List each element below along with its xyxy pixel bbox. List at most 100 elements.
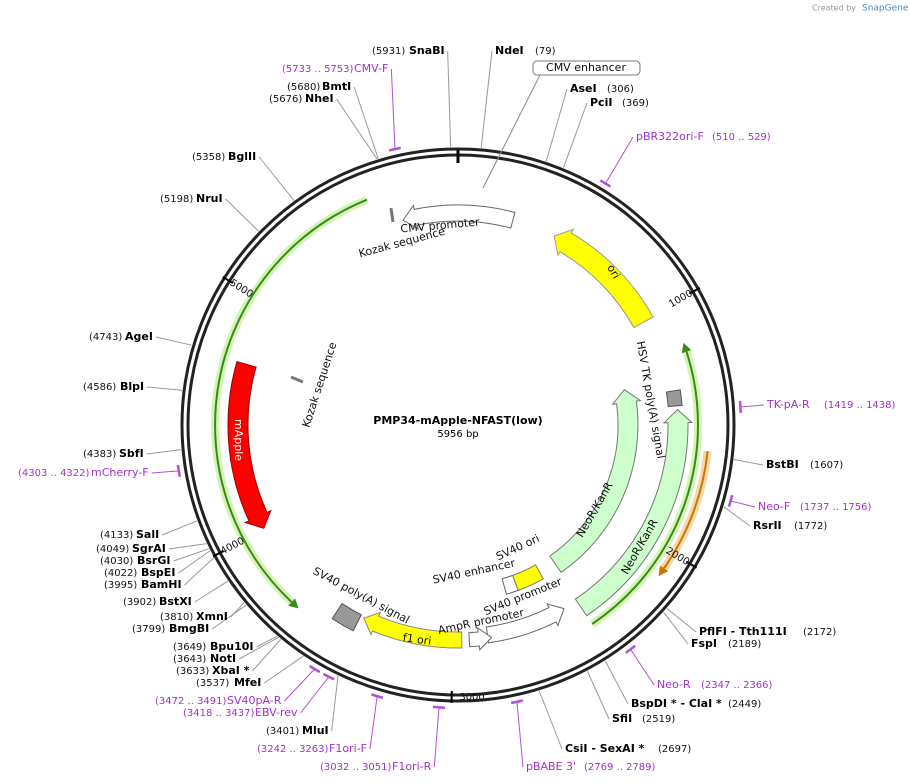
leader	[666, 608, 697, 633]
primer-mark	[599, 179, 612, 188]
tick-label: 5000	[227, 278, 254, 301]
feature-label: mApple	[232, 419, 245, 461]
primer-mark	[510, 699, 524, 705]
leader	[605, 136, 634, 184]
enzyme-name: BamHI	[141, 578, 182, 591]
primer-mark	[371, 693, 384, 700]
sv40-promoter	[485, 603, 565, 644]
enzyme-name: MfeI	[234, 676, 261, 689]
sv40-ori	[512, 564, 544, 592]
enzyme-name: MluI	[302, 724, 329, 737]
tick-label: 1000	[667, 288, 695, 310]
leader	[151, 470, 179, 474]
leader	[194, 580, 229, 603]
tick-mark	[212, 549, 225, 558]
enzyme-name: CsiI - SexAI *	[565, 742, 645, 755]
leader	[258, 156, 295, 201]
enzyme-name: NdeI	[495, 44, 524, 57]
leader	[331, 675, 339, 732]
leader	[300, 676, 330, 714]
site-position: (3401)	[266, 726, 299, 737]
leader	[563, 102, 588, 168]
site-position: (4586)	[83, 382, 116, 393]
backbone-outer	[180, 147, 736, 703]
enzyme-name: Bpu10I	[210, 640, 254, 653]
enzyme-name: FspI	[691, 637, 717, 650]
primer-position: (1419 .. 1438)	[824, 400, 896, 411]
enzyme-name: SgrAI	[132, 542, 166, 555]
primer-name: SV40pA-R	[227, 694, 282, 707]
primer-position: (2347 .. 2366)	[701, 680, 773, 691]
leader	[740, 404, 765, 408]
leader	[353, 86, 379, 159]
site-position: (3649)	[173, 642, 206, 653]
credit: Created by	[812, 4, 856, 13]
leader	[225, 198, 259, 232]
site-position: (4049)	[96, 544, 129, 555]
enzyme-name: BglII	[228, 150, 256, 163]
feature-arc-head	[681, 342, 692, 354]
f1-ori	[363, 611, 463, 649]
neo-kan	[574, 409, 694, 617]
primer-position: (5733 .. 5753)	[282, 64, 354, 75]
enzyme-name: SbfI	[119, 447, 144, 460]
site-position: (4030)	[100, 556, 133, 567]
leader	[336, 98, 378, 160]
leader	[516, 701, 524, 768]
site-position: (2519)	[642, 714, 675, 725]
site-position: (2449)	[728, 699, 761, 710]
primer-name: TK-pA-R	[766, 398, 810, 411]
leader	[630, 649, 655, 686]
primer-mark	[388, 146, 401, 152]
feature-arc-head	[658, 565, 669, 577]
primer-mark	[625, 644, 636, 654]
enzyme-name: AseI	[570, 82, 597, 95]
kozak-mark	[290, 375, 304, 384]
neo-kan	[549, 389, 642, 574]
feature-arc	[591, 351, 699, 625]
tick-mark	[685, 560, 698, 569]
leader	[178, 550, 211, 574]
site-position: (2172)	[803, 627, 836, 638]
site-position: (1607)	[810, 460, 843, 471]
site-position: (5676)	[269, 94, 302, 105]
enzyme-name: BmgBI	[169, 622, 209, 635]
site-position: (2697)	[658, 744, 691, 755]
enzyme-name: XbaI *	[212, 664, 250, 677]
leader	[545, 88, 568, 162]
primer-name: pBR322ori-F	[636, 130, 704, 143]
site-position: (5358)	[192, 152, 225, 163]
feature-label: ori	[604, 262, 622, 281]
leader	[433, 707, 440, 768]
primer-mark	[738, 400, 742, 413]
site-position: (3643)	[173, 654, 206, 665]
primer-position: (3032 .. 3051)	[320, 762, 392, 773]
plasmid-length: 5956 bp	[437, 429, 478, 440]
feature-label: Kozak sequence	[300, 340, 340, 429]
tick-label: 3000	[459, 692, 484, 703]
site-position: (369)	[622, 98, 649, 109]
leader	[604, 660, 629, 705]
primer-name: Neo-R	[657, 678, 691, 691]
leader	[586, 670, 610, 720]
leader	[155, 336, 192, 346]
enzyme-name: BlpI	[120, 380, 144, 393]
site-position: (3633)	[176, 666, 209, 677]
primer-position: (3418 .. 3437)	[183, 708, 255, 719]
sv40-polya	[331, 602, 362, 632]
enzyme-name: BspEI	[141, 566, 175, 579]
site-position: (79)	[535, 46, 556, 57]
features-layer	[146, 50, 765, 768]
primer-name: Neo-F	[758, 500, 790, 513]
site-position: (5680)	[287, 82, 320, 93]
site-position: (2189)	[728, 639, 761, 650]
feature-label: SV40 poly(A) signal	[311, 565, 412, 627]
feature-label: f1 ori	[402, 631, 432, 648]
site-position: (3537)	[196, 678, 229, 689]
leader	[252, 638, 282, 672]
cmv-promoter	[402, 204, 516, 230]
primer-position: (510 .. 529)	[712, 132, 771, 143]
primer-position: (2769 .. 2789)	[584, 762, 656, 773]
primer-name: mCherry-F	[91, 466, 149, 479]
